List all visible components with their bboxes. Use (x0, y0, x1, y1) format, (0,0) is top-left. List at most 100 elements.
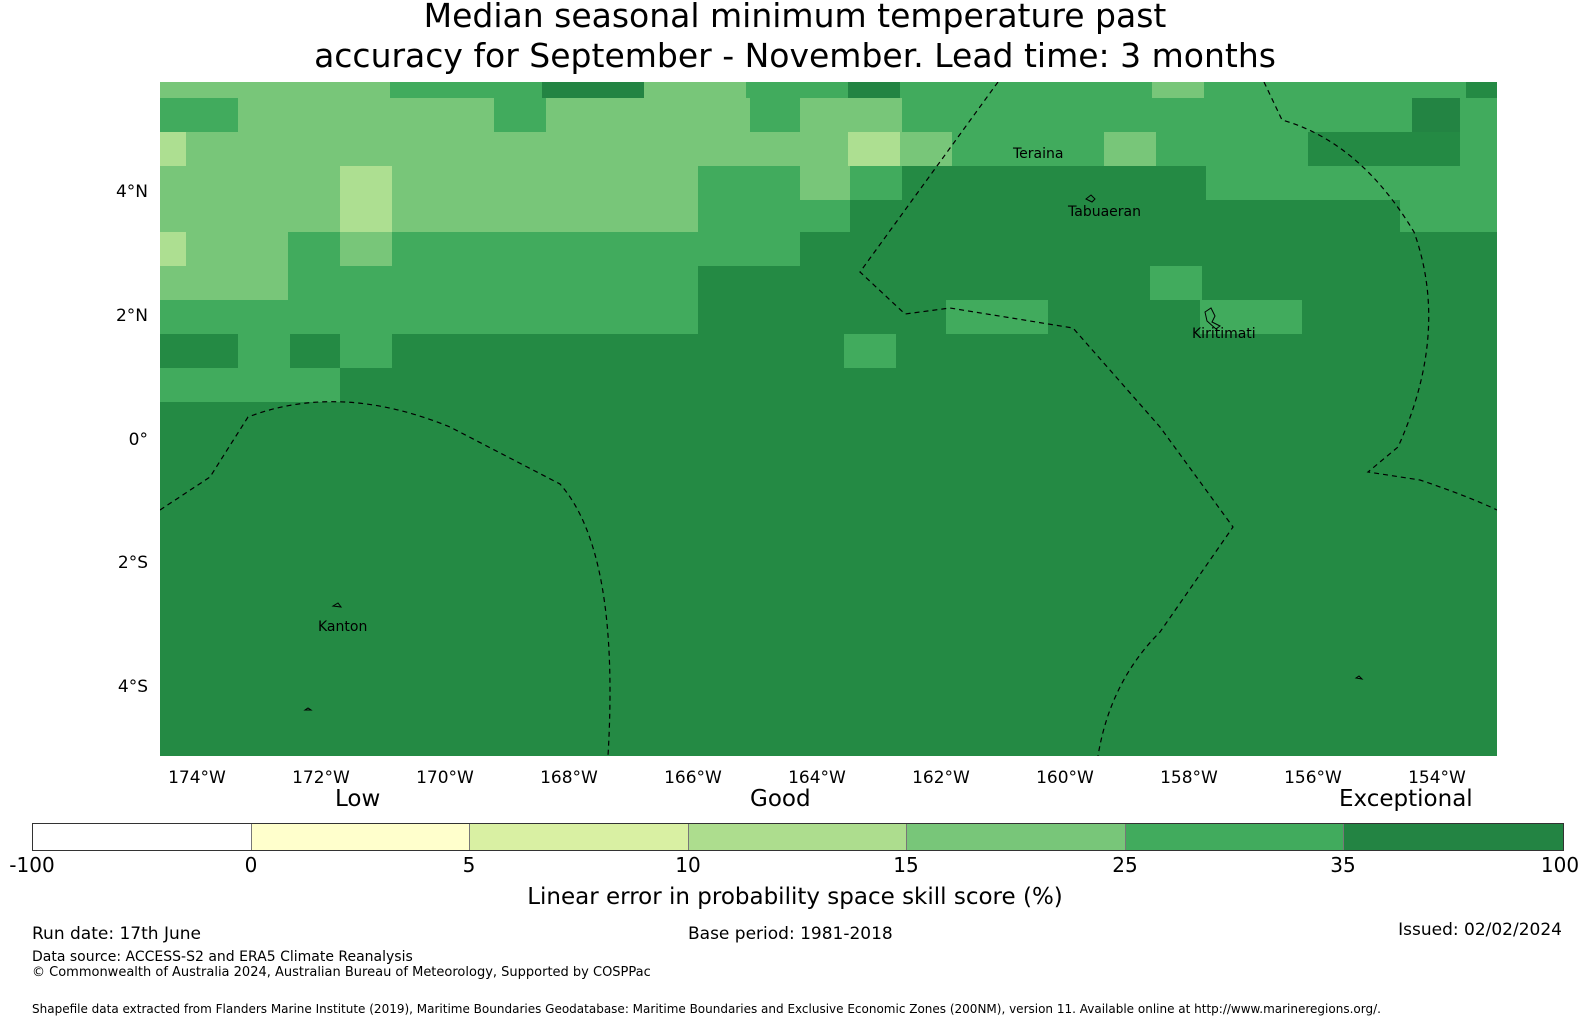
lon-label: 158°W (1160, 768, 1218, 788)
skill-cell (800, 200, 850, 232)
skill-cell (160, 232, 186, 266)
boundary-line (160, 401, 611, 756)
lat-label: 4°N (115, 182, 148, 202)
skill-cell (546, 98, 750, 132)
colorbar-segment (1125, 824, 1345, 850)
issued-date: Issued: 02/02/2024 (1398, 920, 1562, 940)
skill-cell (850, 166, 902, 200)
island-outline (303, 707, 313, 711)
skill-cell (392, 232, 800, 266)
base-period: Base period: 1981-2018 (688, 924, 893, 944)
skill-cell (544, 166, 698, 200)
boundary-line (1263, 82, 1497, 511)
skill-cell (844, 334, 896, 368)
colorbar-segment (1344, 824, 1563, 850)
skill-cell (1460, 98, 1497, 132)
skill-cell (952, 132, 1104, 166)
skill-cell (848, 82, 900, 98)
skill-cell (694, 132, 848, 166)
lon-label: 172°W (292, 768, 350, 788)
skill-cell (340, 200, 392, 232)
skill-cell (238, 98, 340, 132)
colorbar-segment (470, 824, 689, 850)
lon-label: 160°W (1036, 768, 1094, 788)
skill-cell (160, 300, 698, 334)
island-outline (1354, 675, 1364, 680)
skill-cell (1104, 132, 1156, 166)
skill-cell (698, 166, 800, 200)
skill-cell (160, 266, 288, 300)
skill-cell (1414, 82, 1466, 98)
skill-cell (340, 232, 392, 266)
run-date: Run date: 17th June (32, 924, 201, 944)
skill-cell (848, 132, 900, 166)
colorbar-label: Linear error in probability space skill … (527, 884, 1063, 910)
colorbar-tick: 10 (675, 853, 701, 877)
colorbar-segment (33, 824, 252, 850)
copyright: © Commonwealth of Australia 2024, Austra… (32, 965, 651, 980)
place-label-kiritimati: Kiritimati (1192, 326, 1256, 342)
skill-cell (902, 98, 1412, 132)
skill-map: Teraina Tabuaeran Kiritimati Kanton (160, 82, 1497, 756)
skill-cell (160, 82, 390, 98)
skill-cell (288, 232, 340, 266)
skill-cell (1156, 132, 1308, 166)
skill-cell (160, 166, 340, 200)
skill-cell (390, 82, 542, 98)
colorbar-segment (251, 824, 471, 850)
colorbar-tick: 100 (1540, 853, 1580, 877)
skill-cell (1404, 166, 1497, 200)
skill-cell (1400, 200, 1497, 232)
colorbar-word-exceptional: Exceptional (1339, 786, 1473, 812)
lat-label: 2°N (115, 306, 148, 326)
colorbar (32, 823, 1564, 851)
skill-cell (1204, 82, 1414, 98)
colorbar-segment (907, 824, 1126, 850)
skill-cell (1150, 266, 1202, 300)
colorbar-tick: 35 (1330, 853, 1356, 877)
colorbar-segment (688, 824, 908, 850)
skill-cell (644, 82, 746, 98)
skill-cell (544, 200, 698, 232)
place-label-teraina: Teraina (1013, 146, 1064, 162)
island-outline (1085, 194, 1096, 203)
lon-label: 156°W (1284, 768, 1342, 788)
title-line-2: accuracy for September - November. Lead … (314, 36, 1276, 75)
title-line-1: Median seasonal minimum temperature past (423, 0, 1167, 35)
colorbar-tick: 15 (893, 853, 919, 877)
colorbar-word-low: Low (335, 786, 381, 812)
skill-cell (746, 82, 848, 98)
skill-cell (542, 82, 644, 98)
lon-label: 174°W (168, 768, 226, 788)
colorbar-tick: 25 (1112, 853, 1138, 877)
lat-label: 0° (128, 430, 148, 450)
map-canvas (160, 82, 1497, 756)
skill-cell (160, 200, 340, 232)
skill-cell (1460, 132, 1497, 166)
skill-cell (392, 200, 544, 232)
skill-cell (186, 132, 694, 166)
skill-cell (392, 166, 544, 200)
skill-cell (494, 98, 546, 132)
place-label-kanton: Kanton (318, 619, 368, 635)
lat-label: 4°S (117, 677, 148, 697)
lon-label: 166°W (664, 768, 722, 788)
skill-cell (800, 98, 902, 132)
skill-cell (800, 166, 850, 200)
shapefile-credit: Shapefile data extracted from Flanders M… (32, 1002, 1381, 1016)
lon-label: 170°W (416, 768, 474, 788)
lon-label: 154°W (1408, 768, 1466, 788)
skill-cell (392, 98, 494, 132)
island-outline (331, 602, 343, 608)
skill-cell (946, 300, 1048, 334)
skill-cell (186, 232, 288, 266)
skill-cell (238, 334, 290, 368)
island-outline (1204, 307, 1221, 330)
skill-cell (1152, 82, 1204, 98)
chart-title: Median seasonal minimum temperature past… (0, 0, 1590, 76)
skill-cell (900, 132, 952, 166)
skill-cell (340, 166, 392, 200)
skill-cell (340, 334, 392, 368)
lon-label: 162°W (912, 768, 970, 788)
lat-label: 2°S (117, 553, 148, 573)
